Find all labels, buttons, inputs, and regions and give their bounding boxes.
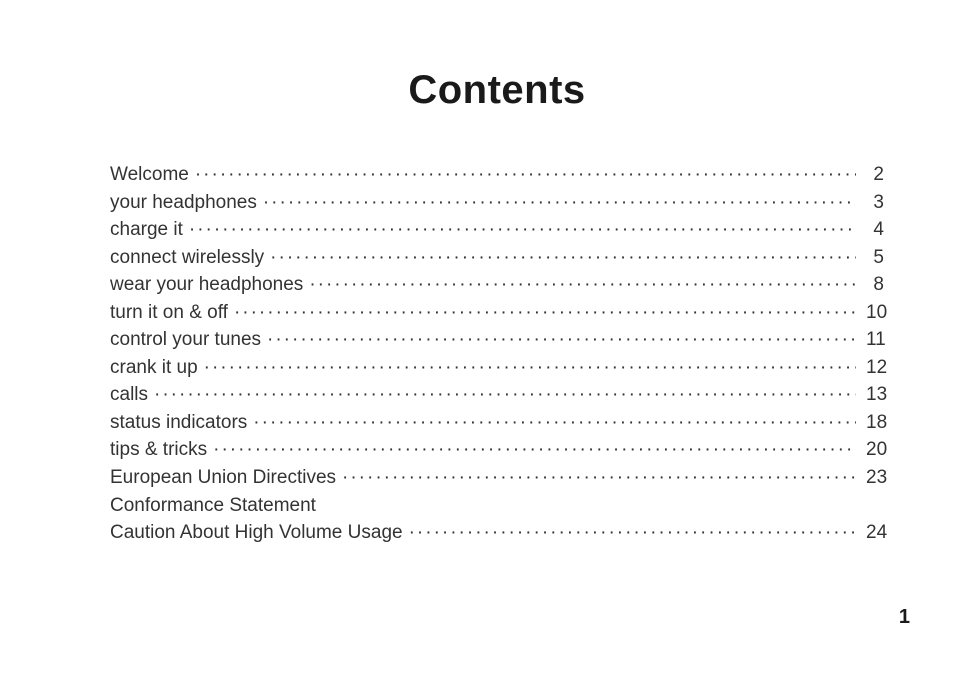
- toc-page: 20: [856, 436, 884, 464]
- toc-row: control your tunes 11: [110, 326, 884, 354]
- toc-leader: [263, 189, 856, 217]
- toc-label: tips & tricks: [110, 436, 213, 464]
- table-of-contents: Welcome2your headphones3charge it4connec…: [110, 161, 884, 547]
- toc-label: European Union Directives: [110, 464, 342, 492]
- toc-row: connect wirelessly 5: [110, 244, 884, 272]
- toc-row: charge it 4: [110, 216, 884, 244]
- toc-page: 12: [856, 354, 884, 382]
- toc-page: 5: [856, 244, 884, 272]
- toc-label: control your tunes: [110, 326, 267, 354]
- toc-row: calls 13: [110, 381, 884, 409]
- toc-label: calls: [110, 381, 154, 409]
- toc-page: 23: [856, 464, 884, 492]
- toc-leader: [342, 464, 856, 492]
- page-number: 1: [899, 606, 910, 629]
- toc-page: 8: [856, 271, 884, 299]
- toc-page: 4: [856, 216, 884, 244]
- toc-page: 13: [856, 381, 884, 409]
- toc-leader: [270, 244, 856, 272]
- toc-row: turn it on & off 10: [110, 299, 884, 327]
- toc-page: 11: [856, 326, 884, 354]
- toc-row: status indicators 18: [110, 409, 884, 437]
- toc-sublabel: Conformance Statement: [110, 492, 884, 520]
- toc-leader: [154, 381, 856, 409]
- toc-page: 10: [856, 299, 884, 327]
- toc-row: wear your headphones 8: [110, 271, 884, 299]
- toc-leader: [204, 354, 856, 382]
- toc-leader: [189, 216, 856, 244]
- toc-label: Caution About High Volume Usage: [110, 519, 409, 547]
- toc-row: your headphones 3: [110, 189, 884, 217]
- toc-row: European Union Directives 23: [110, 464, 884, 492]
- contents-title: Contents: [110, 68, 884, 113]
- toc-page: 2: [856, 161, 884, 189]
- toc-label: Welcome: [110, 161, 195, 189]
- toc-row: tips & tricks 20: [110, 436, 884, 464]
- toc-page: 18: [856, 409, 884, 437]
- toc-label: crank it up: [110, 354, 204, 382]
- toc-row: crank it up 12: [110, 354, 884, 382]
- toc-leader: [409, 519, 856, 547]
- page: Contents Welcome2your headphones3charge …: [0, 0, 954, 673]
- toc-label: turn it on & off: [110, 299, 234, 327]
- toc-row: Welcome 2: [110, 161, 884, 189]
- toc-leader: [213, 436, 856, 464]
- toc-label: status indicators: [110, 409, 253, 437]
- toc-leader: [309, 271, 856, 299]
- toc-label: wear your headphones: [110, 271, 309, 299]
- toc-leader: [267, 326, 856, 354]
- toc-label: connect wirelessly: [110, 244, 270, 272]
- toc-page: 24: [856, 519, 884, 547]
- toc-leader: [234, 299, 856, 327]
- toc-label: charge it: [110, 216, 189, 244]
- toc-label: your headphones: [110, 189, 263, 217]
- toc-row: Caution About High Volume Usage 24: [110, 519, 884, 547]
- toc-leader: [253, 409, 856, 437]
- toc-leader: [195, 161, 856, 189]
- toc-page: 3: [856, 189, 884, 217]
